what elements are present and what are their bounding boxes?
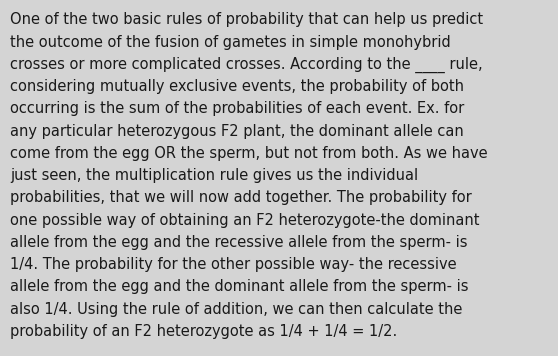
Text: crosses or more complicated crosses. According to the ____ rule,: crosses or more complicated crosses. Acc…	[10, 57, 483, 73]
Text: 1/4. The probability for the other possible way- the recessive: 1/4. The probability for the other possi…	[10, 257, 456, 272]
Text: considering mutually exclusive events, the probability of both: considering mutually exclusive events, t…	[10, 79, 464, 94]
Text: allele from the egg and the dominant allele from the sperm- is: allele from the egg and the dominant all…	[10, 279, 469, 294]
Text: also 1/4. Using the rule of addition, we can then calculate the: also 1/4. Using the rule of addition, we…	[10, 302, 463, 317]
Text: One of the two basic rules of probability that can help us predict: One of the two basic rules of probabilit…	[10, 12, 483, 27]
Text: probabilities, that we will now add together. The probability for: probabilities, that we will now add toge…	[10, 190, 472, 205]
Text: one possible way of obtaining an F2 heterozygote-the dominant: one possible way of obtaining an F2 hete…	[10, 213, 479, 228]
Text: come from the egg OR the sperm, but not from both. As we have: come from the egg OR the sperm, but not …	[10, 146, 488, 161]
Text: occurring is the sum of the probabilities of each event. Ex. for: occurring is the sum of the probabilitie…	[10, 101, 464, 116]
Text: probability of an F2 heterozygote as 1/4 + 1/4 = 1/2.: probability of an F2 heterozygote as 1/4…	[10, 324, 397, 339]
Text: any particular heterozygous F2 plant, the dominant allele can: any particular heterozygous F2 plant, th…	[10, 124, 464, 139]
Text: the outcome of the fusion of gametes in simple monohybrid: the outcome of the fusion of gametes in …	[10, 35, 451, 50]
Text: just seen, the multiplication rule gives us the individual: just seen, the multiplication rule gives…	[10, 168, 418, 183]
Text: allele from the egg and the recessive allele from the sperm- is: allele from the egg and the recessive al…	[10, 235, 468, 250]
